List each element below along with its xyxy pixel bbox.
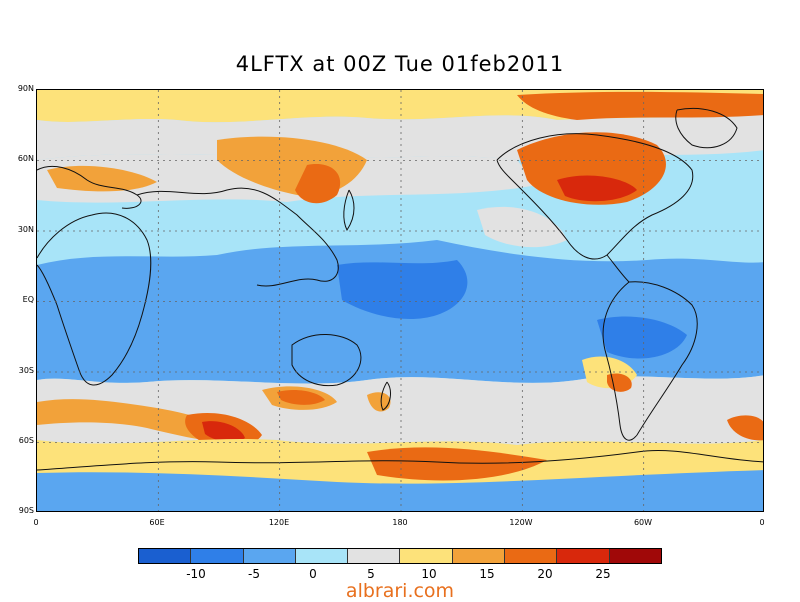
colorbar-segment: [191, 549, 244, 563]
lifted-index-map: [37, 90, 763, 511]
arctic-red-band: [517, 91, 763, 120]
sh-storm-red-core: [202, 421, 245, 442]
colorbar-label-5: 10: [421, 567, 437, 581]
coast-newzealand: [380, 381, 391, 411]
coast-antarctica: [37, 450, 763, 471]
lat-label-30s: 30S: [18, 366, 34, 375]
coast-asia: [136, 187, 339, 287]
lat-label-30n: 30N: [17, 225, 34, 234]
tropical-darker-patch-2: [597, 316, 687, 359]
antarctic-orange-band: [367, 447, 547, 481]
graticule: [37, 90, 763, 511]
lon-label-120e: 120E: [268, 518, 290, 527]
coast-japan: [343, 189, 355, 231]
colorbar-label-1: -10: [186, 567, 206, 581]
lon-label-0-east: 0: [759, 518, 765, 527]
lon-label-60e: 60E: [149, 518, 165, 527]
lat-label-60s: 60S: [18, 436, 34, 445]
colorbar-label-2: -5: [248, 567, 260, 581]
colorbar-segment: [348, 549, 401, 563]
colorbar-label-4: 5: [367, 567, 375, 581]
colorbar-segment: [609, 549, 661, 563]
sh-aus-core: [277, 389, 325, 405]
colorbar-label-6: 15: [479, 567, 495, 581]
colorbar-segment: [243, 549, 296, 563]
lat-label-eq: EQ: [22, 295, 34, 304]
sh-storm-track-nz: [367, 392, 391, 412]
map-title: 4LFTX at 00Z Tue 01feb2011: [235, 52, 565, 76]
south-atlantic-orange: [727, 415, 763, 441]
lat-label-90n: 90N: [17, 84, 34, 93]
coast-europe: [37, 165, 142, 209]
colorbar-segment: [452, 549, 506, 563]
south-america-orange: [607, 373, 632, 392]
antarctic-interior-blue: [37, 470, 763, 511]
colorbar-segment: [295, 549, 349, 563]
east-asia-core: [295, 164, 341, 204]
coast-north-america: [496, 133, 694, 260]
colorbar-segment: [400, 549, 453, 563]
lon-label-120w: 120W: [509, 518, 533, 527]
field-shading: [37, 90, 763, 511]
colorbar-label-3: 0: [309, 567, 317, 581]
lat-label-60n: 60N: [17, 154, 34, 163]
colorbar-segment: [557, 549, 610, 563]
tropical-darker-patch-1: [337, 260, 468, 320]
colorbar: [138, 548, 662, 564]
east-pacific-neutral: [477, 206, 567, 248]
lat-label-90s: 90S: [18, 506, 34, 515]
coast-south-america: [602, 281, 698, 441]
lon-label-180: 180: [392, 518, 408, 527]
coast-australia: [291, 334, 362, 387]
coast-africa: [37, 212, 152, 386]
lon-label-60w: 60W: [633, 518, 653, 527]
watermark: albrari.com: [345, 580, 455, 602]
map-panel: [36, 89, 764, 512]
lon-label-0: 0: [33, 518, 39, 527]
coast-greenland: [675, 107, 738, 149]
colorbar-label-7: 20: [537, 567, 553, 581]
colorbar-segment: [139, 549, 192, 563]
coast-central-america: [606, 254, 630, 283]
colorbar-label-8: 25: [595, 567, 611, 581]
na-red-core: [557, 175, 637, 202]
coastlines: [37, 107, 763, 471]
colorbar-segment: [505, 549, 558, 563]
